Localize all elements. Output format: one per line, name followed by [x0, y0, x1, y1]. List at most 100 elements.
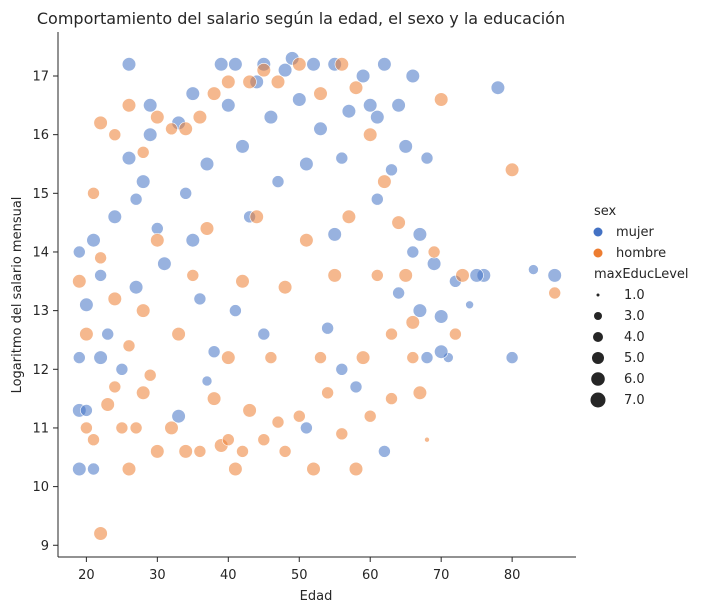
scatter-point-hombre: [87, 433, 100, 447]
scatter-point-mujer: [349, 380, 363, 394]
axes: [57, 32, 576, 558]
y-tick-label: 12: [32, 363, 49, 378]
scatter-point-mujer: [398, 139, 413, 154]
scatter-point-mujer: [412, 303, 428, 318]
scatter-point-hombre: [406, 351, 420, 364]
scatter-point-hombre: [136, 303, 151, 318]
scatter-point-hombre: [327, 268, 342, 283]
scatter-point-hombre: [228, 461, 243, 477]
scatter-point-hombre: [79, 327, 94, 342]
scatter-point-hombre: [363, 409, 377, 423]
scatter-point-mujer: [434, 309, 449, 324]
scatter-point-hombre: [356, 350, 371, 365]
y-ticks: 9 10 11 12 13 14 15 16 17: [32, 69, 58, 554]
scatter-point-mujer: [151, 222, 164, 235]
scatter-point-hombre: [108, 380, 122, 394]
scatter-point-mujer: [185, 86, 200, 101]
chart-title: Comportamiento del salario según la edad…: [37, 9, 565, 28]
scatter-point-hombre: [249, 209, 264, 224]
scatter-point-hombre: [143, 368, 157, 382]
scatter-point-mujer: [221, 98, 236, 113]
scatter-point-hombre: [150, 233, 165, 248]
scatter-point-mujer: [257, 327, 271, 341]
scatter-point-hombre: [449, 327, 462, 341]
scatter-point-mujer: [73, 245, 86, 259]
scatter-point-hombre: [278, 280, 293, 295]
x-tick-label: 40: [220, 568, 237, 583]
scatter-point-mujer: [179, 187, 192, 200]
scatter-point-mujer: [490, 80, 506, 95]
scatter-point-mujer: [335, 151, 349, 165]
scatter-point-mujer: [528, 264, 539, 275]
scatter-point-mujer: [341, 104, 357, 119]
scatter-point-hombre: [242, 403, 257, 418]
scatter-point-hombre: [256, 62, 271, 78]
scatter-point-hombre: [199, 221, 215, 236]
legend-size-label-5: 5.0: [624, 351, 645, 366]
scatter-point-mujer: [72, 461, 87, 477]
scatter-point-mujer: [505, 351, 519, 364]
scatter-point-mujer: [321, 321, 334, 335]
scatter-point-hombre: [292, 409, 306, 423]
legend-size-label-1: 1.0: [624, 288, 645, 303]
scatter-point-mujer: [370, 109, 385, 125]
scatter-point-hombre: [405, 315, 420, 330]
scatter-point-hombre: [221, 74, 236, 89]
scatter-point-mujer: [271, 175, 285, 188]
y-tick-label: 9: [41, 539, 49, 554]
y-tick-label: 15: [32, 187, 49, 202]
scatter-point-hombre: [427, 245, 441, 259]
scatter-point-hombre: [107, 291, 122, 307]
legend-hue-title: sex: [594, 204, 617, 219]
scatter-point-mujer: [405, 68, 420, 84]
legend-size-label-3: 3.0: [624, 309, 645, 324]
scatter-point-hombre: [72, 274, 87, 289]
scatter-point-mujer: [420, 351, 434, 364]
scatter-point-mujer: [214, 57, 229, 72]
scatter-point-hombre: [192, 109, 207, 125]
scatter-point-hombre: [235, 274, 250, 289]
legend-size-marker-5: [592, 352, 604, 364]
y-tick-label: 16: [32, 128, 49, 143]
scatter-point-hombre: [385, 327, 398, 341]
scatter-point-mujer: [199, 156, 215, 172]
scatter-point-mujer: [335, 362, 349, 376]
scatter-point-mujer: [299, 156, 314, 172]
scatter-point-mujer: [86, 233, 101, 248]
scatter-point-hombre: [363, 127, 378, 142]
scatter-point-hombre: [115, 421, 129, 435]
scatter-point-hombre: [221, 350, 236, 365]
y-tick-label: 13: [32, 304, 49, 319]
x-tick-label: 20: [78, 568, 95, 583]
scatter-point-hombre: [121, 98, 137, 113]
scatter-point-mujer: [356, 68, 371, 84]
scatter-point-hombre: [236, 445, 249, 458]
scatter-point-hombre: [80, 421, 93, 435]
scatter-point-mujer: [327, 227, 342, 242]
legend-size-marker-3: [594, 312, 602, 320]
scatter-point-hombre: [94, 251, 107, 265]
legend-size-marker-7: [590, 392, 606, 408]
scatter-point-mujer: [115, 362, 129, 376]
scatter-point-mujer: [377, 57, 392, 72]
scatter-point-mujer: [228, 57, 243, 72]
scatter-point-hombre: [171, 327, 186, 342]
scatter-point-mujer: [229, 304, 242, 317]
scatter-point-hombre: [136, 146, 150, 159]
y-axis-label: Logaritmo del salario mensual: [10, 197, 25, 394]
scatter-point-hombre: [370, 269, 384, 282]
scatter-point-hombre: [335, 427, 349, 441]
y-tick-label: 17: [32, 69, 49, 84]
scatter-point-hombre: [278, 445, 292, 458]
scatter-point-mujer: [157, 256, 172, 271]
scatter-point-hombre: [504, 162, 520, 177]
scatter-point-mujer: [129, 192, 143, 206]
scatter-point-mujer: [378, 445, 391, 458]
legend-size-marker-6: [591, 372, 605, 386]
scatter-point-hombre: [264, 351, 278, 364]
scatter-point-mujer: [434, 344, 449, 359]
x-tick-label: 80: [504, 568, 521, 583]
scatter-point-hombre: [129, 421, 143, 435]
scatter-point-hombre: [348, 461, 364, 477]
scatter-point-mujer: [73, 351, 86, 364]
